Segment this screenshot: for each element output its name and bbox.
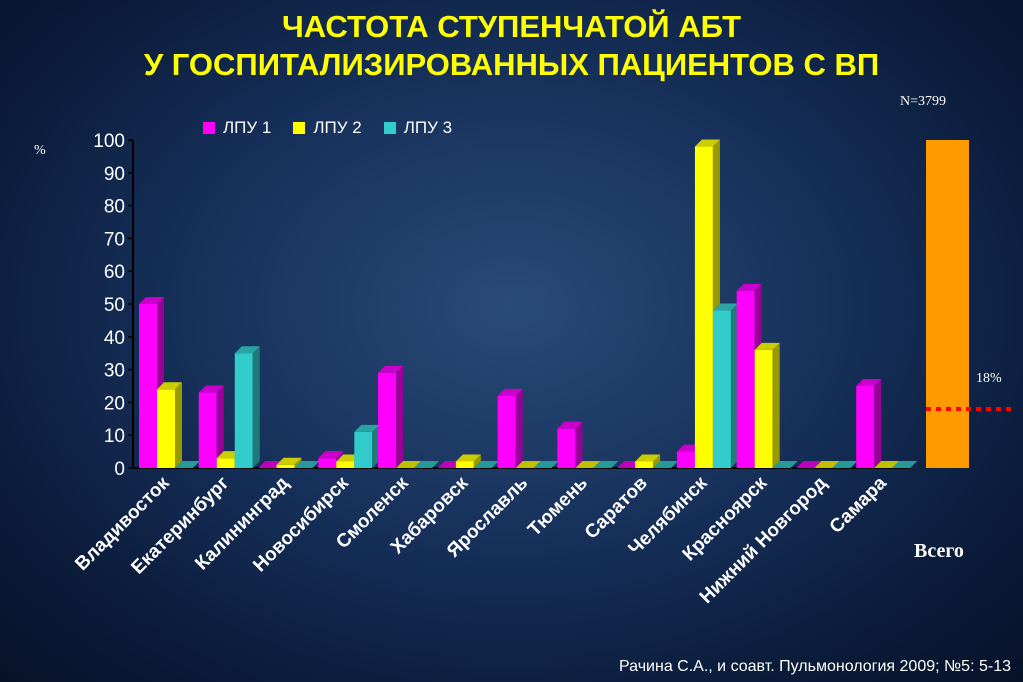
bar [694, 146, 713, 468]
bar-zero [653, 461, 679, 468]
legend-swatch-lpu3 [383, 122, 396, 134]
bar-side [730, 303, 738, 468]
bar-zero [814, 461, 840, 468]
legend-label-lpu3: ЛПУ 3 [403, 118, 453, 137]
bar-side [294, 457, 302, 468]
bar-top [234, 346, 260, 354]
bar [276, 464, 295, 468]
bar [856, 386, 875, 468]
bar-zero [593, 461, 619, 468]
bar [676, 451, 695, 468]
bar-side [653, 454, 661, 468]
bar-zero [874, 461, 900, 468]
total-category-label: Всего [914, 540, 964, 562]
y-tick-label: 90 [104, 164, 125, 185]
bar-top [139, 297, 164, 304]
bar-top [557, 421, 583, 429]
bar-top [378, 365, 404, 373]
y-tick-label: 100 [93, 131, 125, 152]
bar [234, 353, 253, 468]
bar [354, 431, 373, 468]
bar-top [754, 342, 780, 350]
legend-label-lpu1: ЛПУ 1 [223, 118, 272, 137]
bar [318, 458, 337, 468]
bar-top [856, 379, 882, 386]
bar-zero [533, 461, 559, 468]
bar [139, 304, 157, 468]
bar [198, 392, 217, 468]
bar-side [473, 454, 481, 468]
bar [216, 458, 235, 468]
bar-zero [294, 461, 320, 468]
bar-top [736, 283, 762, 291]
bar-top [497, 388, 523, 396]
bar-top [354, 424, 380, 432]
chart-title: ЧАСТОТА СТУПЕНЧАТОЙ АБТ У ГОСПИТАЛИЗИРОВ… [0, 8, 1023, 84]
y-tick-label: 80 [104, 197, 125, 218]
citation: Рачина С.А., и соавт. Пульмонология 2009… [619, 658, 1011, 675]
bar-side [396, 365, 404, 468]
bar-zero [575, 461, 601, 468]
bar [336, 461, 355, 468]
bar-zero [414, 461, 440, 468]
y-tick-label: 60 [104, 262, 125, 283]
y-axis-unit: % [34, 143, 46, 158]
legend-item-lpu1: ЛПУ 1 [203, 118, 271, 138]
y-tick-label: 70 [104, 229, 125, 250]
bar-top [635, 454, 661, 462]
bar-zero [796, 461, 822, 468]
legend-swatch-lpu1 [203, 122, 215, 134]
y-tick-label: 50 [104, 295, 125, 316]
bar-zero [175, 461, 200, 468]
total-marker-label: 18% [976, 371, 1002, 386]
y-tick-label: 0 [114, 459, 125, 480]
bar-side [175, 382, 182, 468]
bar-top [455, 454, 481, 462]
bar-top [318, 451, 344, 459]
bar-top [694, 139, 720, 147]
total-bar [926, 140, 969, 468]
bar-side [874, 379, 882, 468]
bar [712, 310, 731, 468]
legend: ЛПУ 1 ЛПУ 2 ЛПУ 3 [203, 118, 474, 138]
legend-swatch-lpu2 [293, 122, 306, 134]
bar [497, 395, 516, 468]
bar-top [198, 385, 224, 393]
bar-top [276, 457, 302, 465]
bar-top [712, 303, 738, 311]
bar [157, 389, 175, 468]
y-tick-label: 40 [104, 328, 125, 349]
title-line-1: ЧАСТОТА СТУПЕНЧАТОЙ АБТ [281, 9, 742, 44]
y-tick-label: 10 [104, 426, 125, 447]
bar [736, 290, 755, 468]
bar-zero [832, 461, 858, 468]
bar-side [515, 388, 523, 468]
bar-zero [515, 461, 541, 468]
bar-zero [772, 461, 798, 468]
bar [455, 461, 474, 468]
sample-size-label: N=3799 [899, 94, 946, 109]
bar [557, 428, 576, 468]
bar-side [575, 421, 583, 468]
bar-side [772, 342, 780, 468]
y-tick-label: 30 [104, 361, 125, 382]
legend-item-lpu2: ЛПУ 2 [293, 118, 362, 138]
legend-label-lpu2: ЛПУ 2 [313, 118, 362, 137]
legend-item-lpu3: ЛПУ 3 [383, 118, 453, 138]
bar-side [252, 346, 260, 468]
bar [378, 372, 397, 468]
bar-zero [892, 461, 918, 468]
bar-side [216, 385, 224, 468]
y-tick-label: 20 [104, 393, 125, 414]
bar-zero [473, 461, 499, 468]
title-line-2: У ГОСПИТАЛИЗИРОВАННЫХ ПАЦИЕНТОВ С ВП [143, 47, 880, 82]
bar-zero [396, 461, 422, 468]
bar [635, 461, 654, 468]
x-category-label: Самара [826, 472, 891, 537]
bar-top [157, 382, 182, 390]
bar [754, 349, 773, 468]
bar-side [372, 424, 380, 468]
